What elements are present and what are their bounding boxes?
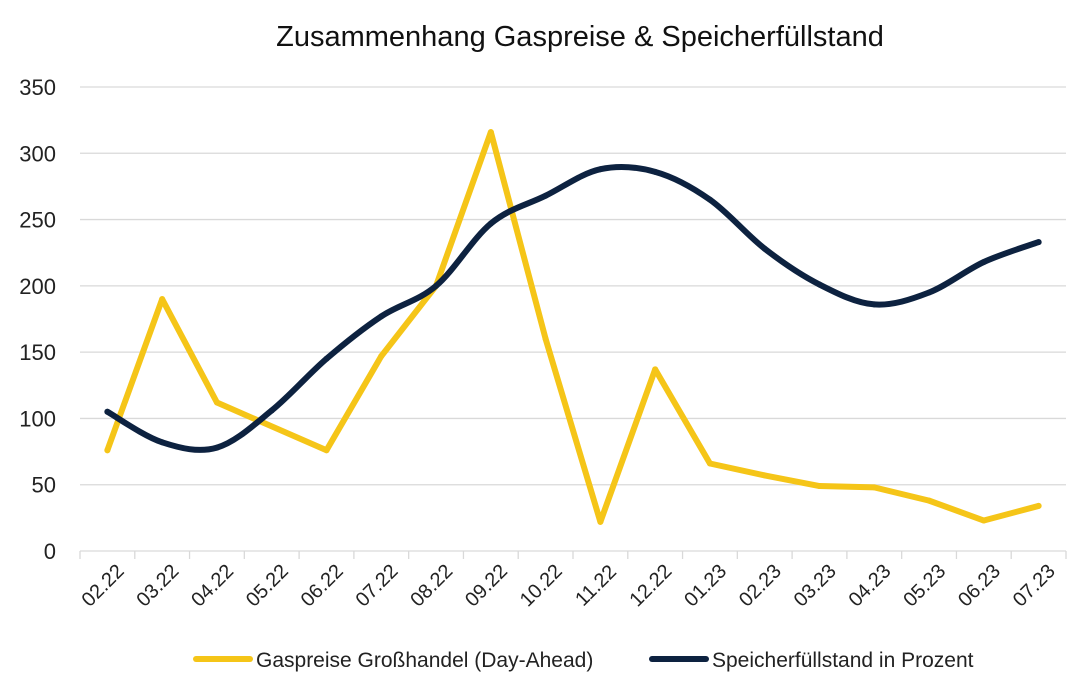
y-tick-label: 350	[19, 75, 56, 100]
x-tick-label: 12.22	[625, 560, 676, 611]
x-tick-label: 05.23	[899, 560, 950, 611]
data-point	[706, 460, 713, 467]
data-point	[871, 301, 878, 308]
data-point	[378, 313, 385, 320]
series-line-0	[104, 129, 1042, 525]
y-tick-label: 0	[44, 539, 56, 564]
data-point	[104, 408, 111, 415]
data-point	[1035, 239, 1042, 246]
x-tick-label: 07.22	[352, 560, 403, 611]
x-tick-label: 04.23	[845, 560, 896, 611]
data-point	[597, 166, 604, 173]
x-tick-label: 08.22	[406, 560, 457, 611]
legend-label-1: Speicherfüllstand in Prozent	[712, 649, 974, 672]
y-tick-label: 50	[32, 473, 56, 498]
data-point	[1035, 502, 1042, 509]
legend: Gaspreise Großhandel (Day-Ahead) Speicher…	[193, 649, 974, 672]
data-point	[816, 483, 823, 490]
data-point	[980, 258, 987, 265]
data-point	[980, 517, 987, 524]
y-axis-ticks: 0 50 100 150 200 250 300 350	[19, 75, 56, 564]
data-point	[761, 472, 768, 479]
y-tick-label: 200	[19, 274, 56, 299]
data-point	[323, 447, 330, 454]
y-tick-label: 300	[19, 141, 56, 166]
data-point	[213, 444, 220, 451]
data-point	[487, 220, 494, 227]
x-tick-label: 09.22	[461, 560, 512, 611]
series-line-1	[104, 163, 1042, 453]
data-point	[816, 281, 823, 288]
x-tick-label: 02.22	[78, 560, 129, 611]
data-point	[104, 447, 111, 454]
data-point	[542, 192, 549, 199]
data-point	[487, 129, 494, 136]
data-point	[378, 353, 385, 360]
x-tick-label: 07.23	[1009, 560, 1060, 611]
chart-title: Zusammenhang Gaspreise & Speicherfüllsta…	[276, 21, 884, 53]
x-tick-label: 03.23	[790, 560, 841, 611]
data-point	[926, 497, 933, 504]
y-tick-label: 100	[19, 406, 56, 431]
x-tick-label: 03.22	[132, 560, 183, 611]
data-point	[706, 196, 713, 203]
data-point	[926, 289, 933, 296]
gridlines	[80, 86, 1066, 552]
x-tick-label: 11.22	[571, 561, 621, 611]
data-point	[542, 335, 549, 342]
x-tick-label: 06.23	[954, 560, 1005, 611]
x-axis-ticks: 02.22 03.22 04.22 05.22 06.22 07.22 08.22 09.22…	[78, 551, 1067, 611]
x-tick-label: 01.23	[680, 560, 731, 611]
data-point	[597, 518, 604, 525]
y-tick-label: 250	[19, 208, 56, 233]
data-point	[323, 355, 330, 362]
data-point	[761, 245, 768, 252]
data-point	[213, 399, 220, 406]
y-tick-label: 150	[19, 340, 56, 365]
data-point	[268, 407, 275, 414]
x-tick-label: 10.22	[516, 560, 567, 611]
data-point	[652, 168, 659, 175]
data-point	[159, 439, 166, 446]
data-point	[871, 484, 878, 491]
x-tick-label: 05.22	[242, 560, 293, 611]
series-lines	[104, 129, 1042, 525]
x-tick-label: 02.23	[735, 560, 786, 611]
x-tick-label: 04.22	[187, 560, 238, 611]
data-point	[652, 366, 659, 373]
legend-label-0: Gaspreise Großhandel (Day-Ahead)	[256, 649, 593, 672]
data-point	[159, 296, 166, 303]
x-tick-label: 06.22	[297, 560, 348, 611]
data-point	[433, 282, 440, 289]
